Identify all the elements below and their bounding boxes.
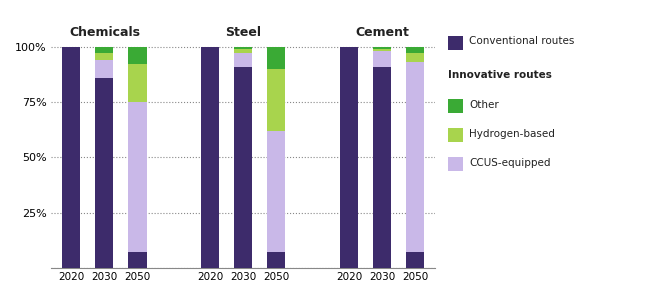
Bar [95, 53, 114, 60]
Bar [267, 47, 285, 69]
Bar [373, 49, 391, 51]
Text: Innovative routes: Innovative routes [448, 70, 552, 80]
Bar [267, 252, 285, 268]
Text: Hydrogen-based: Hydrogen-based [469, 129, 555, 139]
Bar [373, 51, 391, 67]
Bar [128, 102, 147, 252]
Bar [406, 62, 424, 252]
Bar [234, 67, 252, 268]
Bar [267, 131, 285, 252]
Bar [340, 47, 358, 268]
Bar [128, 47, 147, 64]
Bar [201, 47, 219, 268]
Text: Cement: Cement [355, 26, 409, 39]
Bar [234, 53, 252, 67]
Bar [128, 64, 147, 102]
Bar [234, 47, 252, 49]
Bar [406, 252, 424, 268]
Bar [267, 69, 285, 131]
Bar [95, 47, 114, 53]
Bar [373, 47, 391, 49]
Bar [373, 67, 391, 268]
Text: Chemicals: Chemicals [69, 26, 140, 39]
Bar [95, 78, 114, 268]
Text: Steel: Steel [225, 26, 261, 39]
Bar [234, 49, 252, 53]
Bar [62, 47, 80, 268]
Text: Conventional routes: Conventional routes [469, 36, 575, 46]
Bar [95, 60, 114, 78]
Text: CCUS-equipped: CCUS-equipped [469, 158, 551, 168]
Bar [406, 53, 424, 62]
Bar [406, 47, 424, 53]
Text: Other: Other [469, 99, 499, 110]
Bar [128, 252, 147, 268]
